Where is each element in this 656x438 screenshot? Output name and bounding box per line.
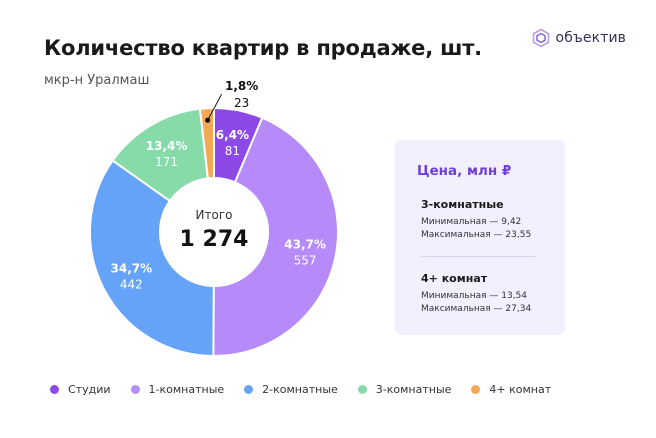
slice-value-label: 557 xyxy=(294,254,317,268)
slice-value-label: 81 xyxy=(225,144,240,158)
slice-percent-label: 13,4% xyxy=(146,139,188,153)
legend-label: 1-комнатные xyxy=(148,383,225,396)
price-max-3room: Максимальная — 23,55 xyxy=(421,230,532,240)
price-card-title: Цена, млн ₽ xyxy=(417,163,512,179)
logo-text: объектив xyxy=(555,30,626,46)
legend-item-2room: 2-комнатные xyxy=(244,383,338,396)
legend-swatch xyxy=(244,385,254,394)
price-group-title-3room: 3-комнатные xyxy=(421,198,504,211)
chart-subtitle: мкр-н Уралмаш xyxy=(44,73,150,88)
legend-swatch xyxy=(471,385,481,394)
chart-title: Количество квартир в продаже, шт. xyxy=(44,36,482,60)
brand-logo: объектив xyxy=(531,28,626,48)
legend-item-1room: 1-комнатные xyxy=(130,383,225,396)
legend-label: 4+ комнат xyxy=(489,383,552,396)
legend-swatch xyxy=(357,385,367,394)
price-min-3room: Минимальная — 9,42 xyxy=(421,217,522,227)
callout-dot xyxy=(205,117,211,123)
price-min-4room: Минимальная — 13,54 xyxy=(421,291,528,301)
price-group-title-4room: 4+ комнат xyxy=(421,272,488,285)
callout-line xyxy=(207,93,223,121)
slice-percent-label: 6,4% xyxy=(216,128,249,142)
legend-swatch xyxy=(50,385,59,394)
legend-label: Студии xyxy=(68,383,111,396)
center-total: 1 274 xyxy=(180,227,249,252)
donut-labels: 6,4% 81 43,7% 557 34,7% 442 13,4% 171 1,8% 23 xyxy=(111,79,326,291)
legend-label: 2-комнатные xyxy=(262,383,338,396)
chart-legend: Студии 1-комнатные 2-комнатные 3-комнатн… xyxy=(50,383,571,396)
price-card: Цена, млн ₽ 3-комнатные Минимальная — 9,… xyxy=(395,140,565,335)
price-card-divider xyxy=(421,256,537,257)
legend-item-4room: 4+ комнат xyxy=(471,383,551,396)
slice-percent-label: 34,7% xyxy=(111,262,153,276)
slice-percent-label: 43,7% xyxy=(284,238,326,252)
donut-slices xyxy=(89,106,339,358)
center-label: Итого xyxy=(196,208,233,222)
slice-value-label: 171 xyxy=(155,155,178,169)
slice-percent-label: 1,8% xyxy=(225,79,258,93)
price-max-4room: Максимальная — 27,34 xyxy=(421,304,532,314)
legend-item-studio: Студии xyxy=(50,383,111,396)
slice-value-label: 442 xyxy=(120,278,143,292)
slice-value-label: 23 xyxy=(234,96,249,110)
donut-center: Итого 1 274 xyxy=(180,208,249,252)
legend-swatch xyxy=(130,385,140,394)
legend-label: 3-комнатные xyxy=(375,383,452,396)
donut-hole xyxy=(160,178,268,286)
legend-item-3room: 3-комнатные xyxy=(357,383,452,396)
hexagon-logo-icon xyxy=(532,28,549,48)
